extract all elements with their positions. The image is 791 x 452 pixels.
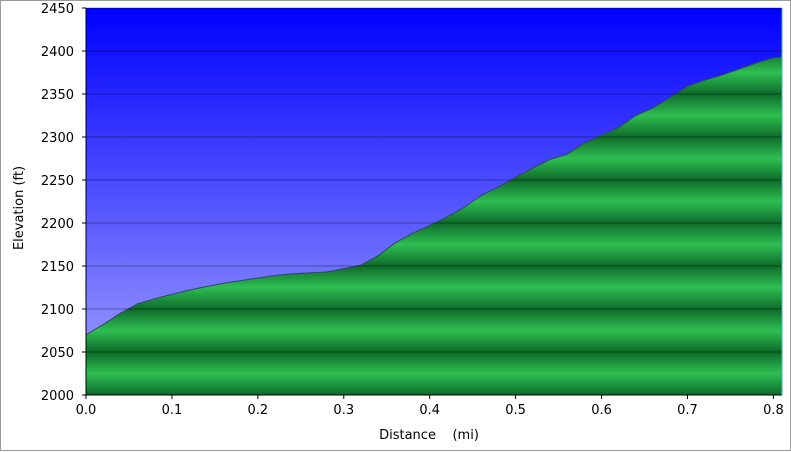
y-tick-label: 2350	[41, 88, 74, 103]
y-tick-label: 2250	[41, 174, 74, 189]
y-axis-title: Elevation (ft)	[12, 166, 27, 250]
y-axis-ticks: 2000 2050 2100 2150 2200 2250 2300 2350 2400 2450	[41, 2, 86, 404]
x-tick-label: 0.1	[162, 403, 183, 418]
y-tick-label: 2100	[41, 303, 74, 318]
y-tick-label: 2200	[41, 217, 74, 232]
x-axis-title: Distance (mi)	[379, 428, 479, 443]
y-tick-label: 2050	[41, 346, 74, 361]
x-axis-ticks: 0.0 0.1 0.2 0.3 0.4 0.5 0.6 0.7 0.8	[76, 395, 784, 418]
axes	[82, 8, 783, 399]
y-tick-label: 2300	[41, 131, 74, 146]
x-tick-label: 0.3	[333, 403, 354, 418]
y-tick-label: 2000	[41, 389, 74, 404]
x-tick-label: 0.5	[505, 403, 526, 418]
x-tick-label: 0.0	[76, 403, 97, 418]
elevation-profile-line	[85, 56, 783, 336]
y-tick-label: 2450	[41, 2, 74, 17]
y-tick-label: 2150	[41, 260, 74, 275]
x-tick-label: 0.7	[677, 403, 698, 418]
y-tick-label: 2400	[41, 45, 74, 60]
elevation-area	[86, 57, 782, 395]
x-tick-label: 0.6	[591, 403, 612, 418]
x-tick-label: 0.2	[248, 403, 269, 418]
x-tick-label: 0.8	[763, 403, 784, 418]
x-tick-label: 0.4	[419, 403, 440, 418]
